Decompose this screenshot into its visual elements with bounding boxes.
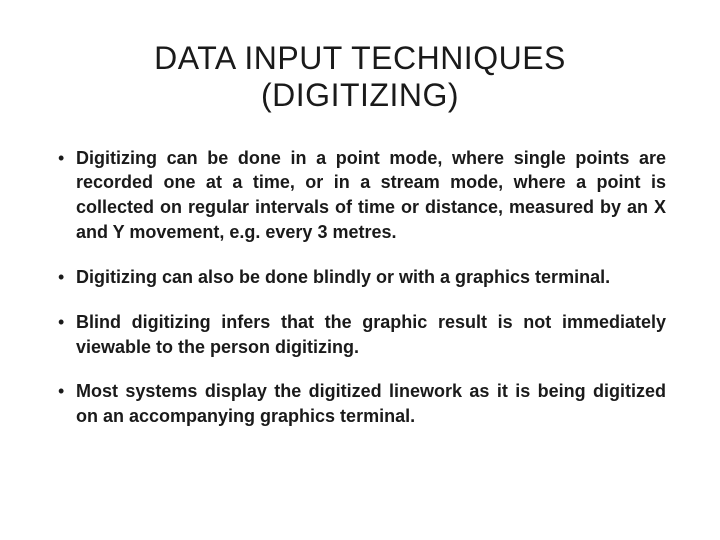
slide-title-line2: (DIGITIZING)	[54, 77, 666, 114]
bullet-item: Digitizing can also be done blindly or w…	[54, 265, 666, 290]
bullet-item: Blind digitizing infers that the graphic…	[54, 310, 666, 360]
slide-title: DATA INPUT TECHNIQUES (DIGITIZING)	[54, 40, 666, 114]
slide-title-line1: DATA INPUT TECHNIQUES	[54, 40, 666, 77]
bullet-list: Digitizing can be done in a point mode, …	[54, 146, 666, 429]
bullet-item: Digitizing can be done in a point mode, …	[54, 146, 666, 245]
bullet-item: Most systems display the digitized linew…	[54, 379, 666, 429]
